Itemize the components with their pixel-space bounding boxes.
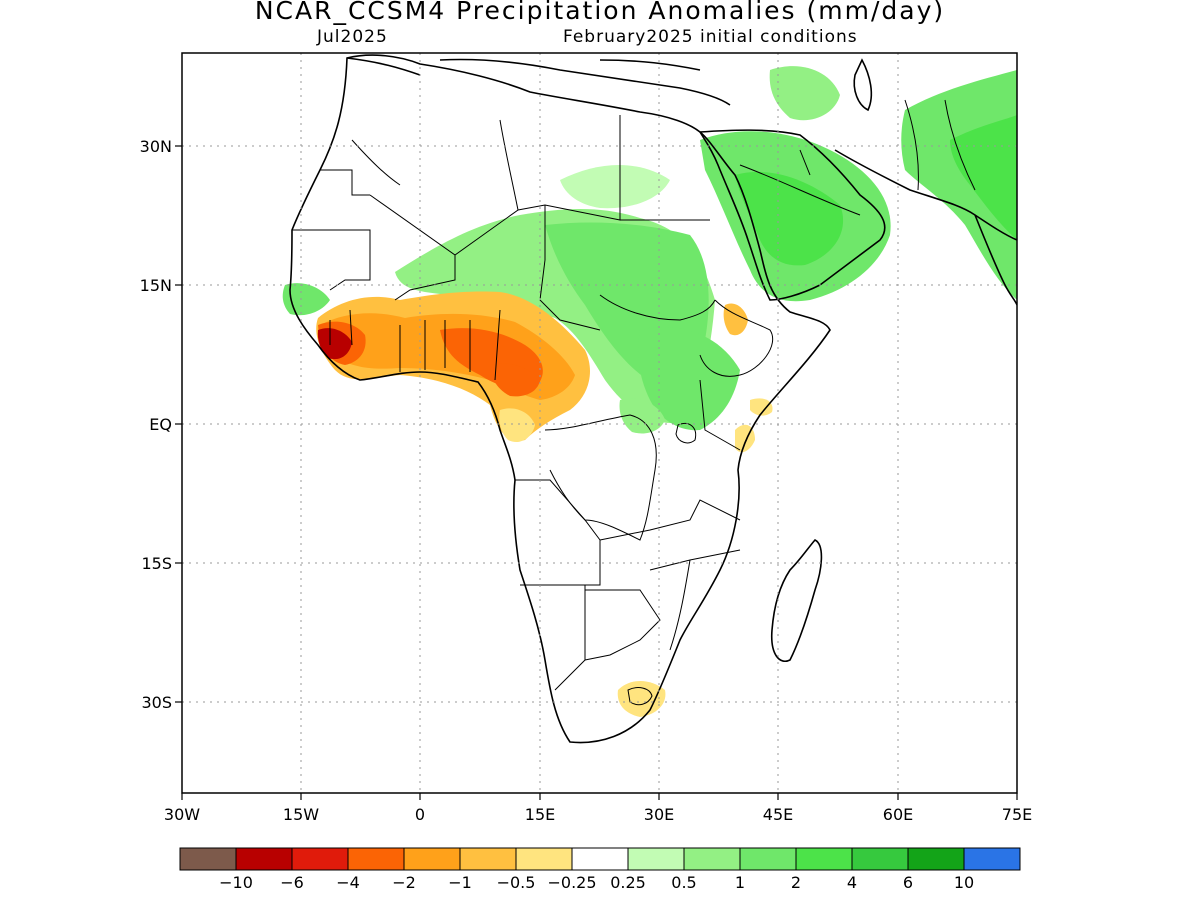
longitude-axis: 30W 15W 0 15E 30E 45E 60E 75E — [164, 805, 1032, 824]
colorbar-swatch — [515, 847, 573, 871]
lat-tick-label: 30N — [140, 137, 172, 156]
border-zambia-tanzania — [599, 499, 741, 571]
wet-anomaly-north-africa — [560, 165, 670, 209]
lon-tick-label: 0 — [415, 805, 425, 824]
dry-anomaly-cameroon — [490, 363, 540, 397]
wet-anomaly-east-coast — [619, 398, 665, 434]
border-west-africa — [329, 309, 501, 381]
wet-anomaly-guinea — [282, 283, 330, 316]
border-algeria-libya — [454, 119, 519, 256]
colorbar-label: −0.25 — [547, 873, 596, 892]
border-mali-niger — [369, 194, 456, 301]
border-iran — [904, 99, 919, 191]
map-title: NCAR_CCSM4 Precipitation Anomalies (mm/d… — [254, 0, 946, 25]
colorbar-label: 2 — [791, 873, 801, 892]
caspian-coastline — [853, 58, 873, 112]
colorbar-swatch — [907, 847, 965, 871]
colorbar-swatch — [851, 847, 909, 871]
lon-tick-label: 60E — [883, 805, 913, 824]
colorbar-label: 0.5 — [671, 873, 696, 892]
wet-anomaly-levant — [769, 66, 840, 121]
colorbar-swatch — [347, 847, 405, 871]
grid-lines — [182, 53, 1017, 793]
colorbar-label: 6 — [903, 873, 913, 892]
border-saudi — [739, 149, 861, 216]
latitude-axis: 30N 15N EQ 15S 30S — [140, 137, 172, 712]
border-mauritania — [292, 229, 371, 291]
init-conditions-label: February2025 initial conditions — [563, 27, 858, 47]
border-mozambique — [669, 559, 691, 651]
border-pakistan — [944, 99, 976, 191]
colorbar-label: −0.5 — [497, 873, 536, 892]
colorbar-swatch — [235, 847, 293, 871]
target-month-label: Jul2025 — [317, 27, 388, 47]
lon-tick-label: 15E — [525, 805, 555, 824]
colorbar-swatch — [179, 847, 237, 871]
colorbar-swatch — [459, 847, 517, 871]
colorbar-swatch — [795, 847, 853, 871]
border-drc — [544, 414, 657, 541]
colorbar-label: −4 — [336, 873, 360, 892]
colorbar-label: −2 — [392, 873, 416, 892]
colorbar-swatch — [291, 847, 349, 871]
dry-anomaly-ethiopia — [723, 303, 748, 336]
colorbar-swatch — [683, 847, 741, 871]
dry-anomaly-lesotho — [617, 681, 666, 717]
dry-anomaly-somalia — [750, 398, 773, 416]
colorbar-label: 0.25 — [610, 873, 646, 892]
colorbar-labels: −10 −6 −4 −2 −1 −0.5 −0.25 0.25 0.5 1 2 4 6 10 — [219, 873, 974, 892]
colorbar-label: −1 — [448, 873, 472, 892]
colorbar-swatch — [627, 847, 685, 871]
dry-anomaly-guinea-core — [317, 328, 352, 360]
lon-tick-label: 30E — [644, 805, 674, 824]
colorbar-label: 1 — [735, 873, 745, 892]
colorbar-swatch — [963, 847, 1021, 871]
border-botswana — [584, 589, 661, 661]
lon-tick-label: 15W — [283, 805, 319, 824]
colorbar-label: −6 — [280, 873, 304, 892]
wet-anomaly-east-africa — [638, 326, 740, 431]
colorbar-swatch — [403, 847, 461, 871]
lat-tick-label: 15N — [140, 276, 172, 295]
arabia-coastline — [698, 129, 886, 301]
border-kenya — [699, 379, 741, 451]
coastlines — [289, 54, 1017, 744]
mediterranean-north — [346, 57, 731, 106]
tick-marks — [175, 145, 1018, 800]
iran-coastline — [834, 149, 1017, 241]
dry-anomaly-gabon — [499, 408, 535, 443]
colorbar-swatch — [739, 847, 797, 871]
lon-tick-label: 45E — [763, 805, 793, 824]
lat-tick-label: 15S — [141, 554, 172, 573]
colorbar — [179, 847, 1021, 871]
border-libya-egypt — [517, 115, 621, 221]
plot-frame — [181, 52, 1018, 794]
lat-tick-label: EQ — [149, 415, 172, 434]
anomaly-field — [282, 66, 1017, 717]
border-angola — [515, 479, 601, 586]
border-sudan-south — [599, 294, 716, 321]
madagascar-coastline — [770, 539, 823, 662]
wet-anomaly-arabia-core — [735, 171, 844, 266]
lon-tick-label: 75E — [1002, 805, 1032, 824]
lon-tick-label: 30W — [164, 805, 200, 824]
colorbar-swatch — [571, 847, 629, 871]
india-coastline — [974, 214, 1017, 306]
colorbar-label: 4 — [847, 873, 857, 892]
border-morocco-algeria — [320, 139, 401, 196]
border-ethiopia — [699, 299, 774, 377]
lat-tick-label: 30S — [141, 693, 172, 712]
lesotho-outline — [627, 687, 653, 706]
border-namibia — [520, 584, 586, 691]
colorbar-label: 10 — [954, 873, 974, 892]
colorbar-label: −10 — [219, 873, 253, 892]
